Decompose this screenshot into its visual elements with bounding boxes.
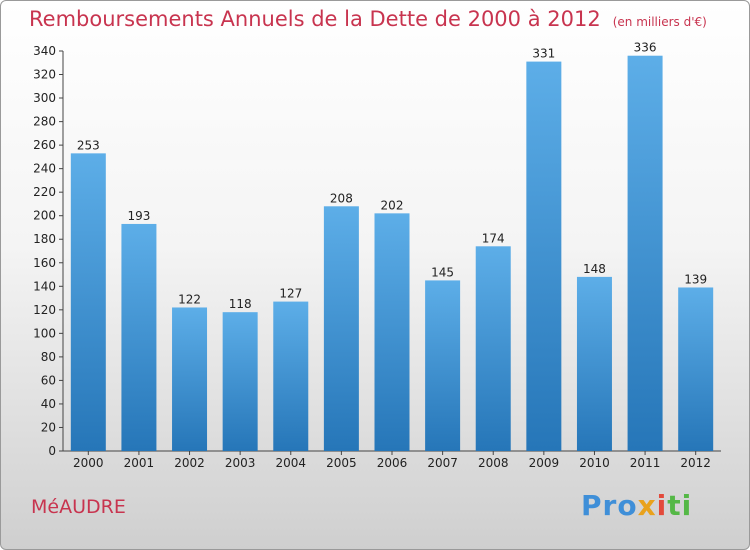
axes: 0 20 40 60 80 100 120 140 160 180 200 220 240 260 280 3…	[33, 44, 721, 470]
x-tick-label-2009: 2009	[529, 456, 560, 470]
bar-2002	[172, 307, 208, 451]
bar-2005	[323, 206, 359, 451]
x-tick-label-2002: 2002	[174, 456, 205, 470]
value-label-2002: 122	[178, 292, 201, 306]
title-unit: (en milliers d'€)	[612, 15, 707, 29]
bar-2010	[576, 276, 612, 451]
y-tick-label: 40	[41, 397, 56, 411]
bars	[70, 55, 714, 452]
value-label-2008: 174	[482, 231, 505, 245]
value-label-2009: 331	[532, 47, 555, 61]
y-tick-label: 60	[41, 373, 56, 387]
proxiti-logo: Proxiti	[581, 489, 693, 522]
y-tick-label: 200	[33, 209, 56, 223]
x-tick-label-2008: 2008	[478, 456, 509, 470]
value-label-2003: 118	[229, 297, 252, 311]
y-tick-label: 280	[33, 115, 56, 129]
x-tick-label-2005: 2005	[326, 456, 357, 470]
value-label-2010: 148	[583, 262, 606, 276]
y-tick-label: 180	[33, 232, 56, 246]
bar-2012	[678, 287, 714, 451]
x-tick-label-2012: 2012	[680, 456, 711, 470]
x-tick-label-2010: 2010	[579, 456, 610, 470]
y-tick-label: 100	[33, 326, 56, 340]
y-tick-label: 320	[33, 68, 56, 82]
commune-name: MéAUDRE	[31, 496, 126, 518]
y-tick-label: 340	[33, 44, 56, 58]
y-tick-label: 120	[33, 303, 56, 317]
x-tick-label-2003: 2003	[225, 456, 256, 470]
y-tick-label: 220	[33, 185, 56, 199]
bar-2001	[121, 223, 157, 451]
bar-2003	[222, 312, 258, 451]
value-label-2007: 145	[431, 265, 454, 279]
value-label-2001: 193	[127, 209, 150, 223]
x-tick-label-2001: 2001	[124, 456, 155, 470]
y-tick-label: 260	[33, 138, 56, 152]
x-tick-label-2011: 2011	[630, 456, 661, 470]
bar-2009	[526, 61, 562, 452]
value-labels: 253 193 122 118 127 208 202 145 174 331 148 336 139	[77, 41, 707, 311]
bar-2004	[273, 301, 309, 451]
bar-2000	[70, 153, 106, 451]
x-tick-label-2004: 2004	[275, 456, 306, 470]
value-label-2000: 253	[77, 138, 100, 152]
title-text: Remboursements Annuels de la Dette de 20…	[29, 7, 601, 31]
value-label-2011: 336	[634, 41, 657, 55]
bar-2011	[627, 55, 663, 452]
y-tick-label: 140	[33, 279, 56, 293]
y-tick-label: 300	[33, 91, 56, 105]
bar-2008	[475, 246, 511, 451]
value-label-2006: 202	[381, 198, 404, 212]
value-label-2005: 208	[330, 191, 353, 205]
y-tick-label: 240	[33, 162, 56, 176]
y-tick-label: 80	[41, 350, 56, 364]
y-tick-label: 20	[41, 420, 56, 434]
chart-title: Remboursements Annuels de la Dette de 20…	[29, 7, 707, 31]
y-tick-label: 160	[33, 256, 56, 270]
x-tick-label-2006: 2006	[377, 456, 408, 470]
x-tick-label-2000: 2000	[73, 456, 104, 470]
x-tick-label-2007: 2007	[427, 456, 458, 470]
bar-2006	[374, 213, 410, 451]
value-label-2004: 127	[279, 287, 302, 301]
value-label-2012: 139	[684, 272, 707, 286]
bar-2007	[425, 280, 461, 451]
y-tick-label: 0	[48, 444, 56, 458]
